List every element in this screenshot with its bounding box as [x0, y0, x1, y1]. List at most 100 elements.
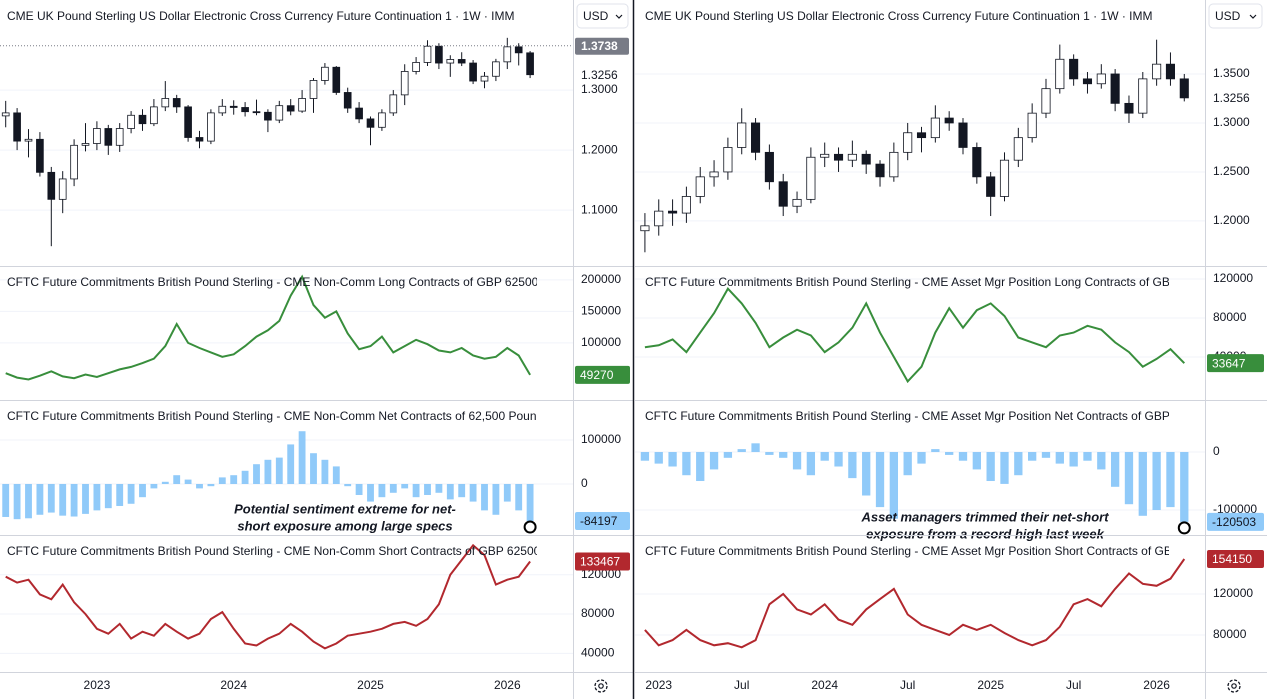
- histogram-bar: [792, 452, 802, 470]
- histogram-bar: [1083, 452, 1092, 461]
- last-value-box: [1207, 550, 1264, 569]
- plot-area: [0, 37, 573, 247]
- histogram-bar: [1180, 452, 1189, 522]
- last-value-label: 154150: [1212, 552, 1252, 566]
- candle-body: [13, 112, 21, 142]
- candle-body: [207, 112, 215, 142]
- chart-title: CFTC Future Commitments British Pound St…: [645, 409, 1170, 423]
- y-tick-label: 1.2500: [1213, 164, 1250, 178]
- chart-title-group: CFTC Future Commitments British Pound St…: [645, 409, 1170, 423]
- histogram-bar: [972, 452, 981, 470]
- histogram-bar: [344, 483, 352, 487]
- histogram-bar: [36, 483, 44, 515]
- last-value-box: [575, 512, 630, 531]
- price-scale: 1.2000 1.2500 1.3000 1.3500: [1213, 66, 1250, 227]
- histogram-bar: [424, 483, 431, 495]
- chart-title-group: CFTC Future Commitments British Pound St…: [645, 275, 1169, 289]
- x-tick-label: Jul: [734, 678, 749, 692]
- histogram-bar: [253, 464, 260, 484]
- histogram-bar: [116, 483, 124, 506]
- candle-body: [469, 62, 477, 82]
- dropdown-chevron: [1249, 14, 1257, 19]
- candle-body: [70, 144, 78, 180]
- histogram-bar: [1124, 452, 1134, 505]
- candle-body: [423, 45, 432, 63]
- histogram-bar: [515, 483, 523, 511]
- plot-area: [0, 543, 573, 654]
- gear-inner: [1231, 683, 1237, 689]
- candle-body: [944, 117, 954, 124]
- histogram-bar: [1166, 452, 1175, 508]
- histogram-bar: [13, 483, 21, 520]
- histogram-bar: [47, 483, 55, 513]
- last-price-label: 1.3256: [581, 68, 618, 82]
- histogram-bar: [264, 459, 272, 484]
- x-tick-label: Jul: [1066, 678, 1081, 692]
- candle-body: [184, 106, 192, 138]
- histogram-bar: [321, 459, 329, 484]
- histogram-bar: [737, 449, 746, 453]
- candle-body: [321, 66, 329, 81]
- candle-body: [355, 107, 363, 120]
- histogram-bar: [917, 452, 926, 464]
- candle-body: [378, 112, 386, 128]
- candle-body: [1, 112, 10, 117]
- chart-title: CFTC Future Commitments British Pound St…: [7, 275, 539, 289]
- histogram-bar: [1041, 452, 1051, 458]
- candle-body: [252, 111, 261, 114]
- histogram-bar: [184, 479, 192, 484]
- y-tick-label: 1.2000: [581, 142, 618, 156]
- x-tick-label: 2023: [645, 678, 672, 692]
- histogram-bar: [389, 483, 397, 493]
- y-tick-label: 80000: [1213, 627, 1247, 641]
- histogram-bar: [848, 452, 857, 479]
- y-tick-label: 100000: [581, 432, 621, 446]
- histogram-bar: [492, 483, 500, 515]
- price-scale: 1.1000 1.2000 1.3000: [581, 82, 618, 216]
- histogram-bar: [682, 452, 691, 476]
- y-tick-label: 1.3000: [1213, 115, 1250, 129]
- x-tick-label: 2024: [811, 678, 838, 692]
- histogram-bar: [1152, 452, 1161, 511]
- histogram-bar: [1028, 452, 1037, 461]
- histogram-bar: [709, 452, 719, 470]
- currency-dropdown[interactable]: USD: [1208, 3, 1263, 29]
- histogram-bar: [806, 452, 816, 476]
- histogram-bar: [1138, 452, 1147, 516]
- candle-body: [343, 92, 352, 109]
- candle-body: [526, 52, 534, 76]
- currency-dropdown-box: [576, 3, 629, 29]
- histogram-bar: [401, 483, 409, 489]
- candle-body: [435, 45, 443, 64]
- histogram-bar: [412, 483, 420, 498]
- currency-dropdown[interactable]: USD: [576, 3, 629, 29]
- candle-body: [492, 61, 500, 77]
- candle-body: [104, 128, 113, 146]
- chart-title-group: CFTC Future Commitments British Pound St…: [645, 544, 1169, 558]
- histogram-bar: [1055, 452, 1064, 464]
- candle-body: [1138, 78, 1148, 114]
- candle-body: [999, 159, 1010, 197]
- histogram-bar: [1014, 452, 1023, 476]
- chart-title: CFTC Future Commitments British Pound St…: [7, 544, 541, 558]
- candle-body: [778, 181, 788, 207]
- candle-body: [81, 143, 90, 146]
- histogram-bar: [779, 452, 788, 458]
- settings-button[interactable]: [594, 679, 608, 693]
- chart-title: CFTC Future Commitments British Pound St…: [7, 409, 543, 423]
- histogram-bar: [723, 452, 733, 458]
- candle-body: [1124, 102, 1134, 114]
- settings-button[interactable]: [1227, 679, 1241, 693]
- candle-body: [218, 105, 227, 114]
- chart-title-group: CME UK Pound Sterling US Dollar Electron…: [645, 9, 1153, 23]
- candle-body: [115, 128, 124, 146]
- histogram-bar: [446, 483, 454, 500]
- y-tick-label: 0: [1213, 444, 1220, 458]
- candle-body: [503, 46, 512, 63]
- series-line: [5, 274, 531, 381]
- histogram-bar: [59, 483, 67, 516]
- x-tick-label: Jul: [900, 678, 915, 692]
- candle-body: [457, 59, 466, 64]
- x-tick-label: 2024: [220, 678, 247, 692]
